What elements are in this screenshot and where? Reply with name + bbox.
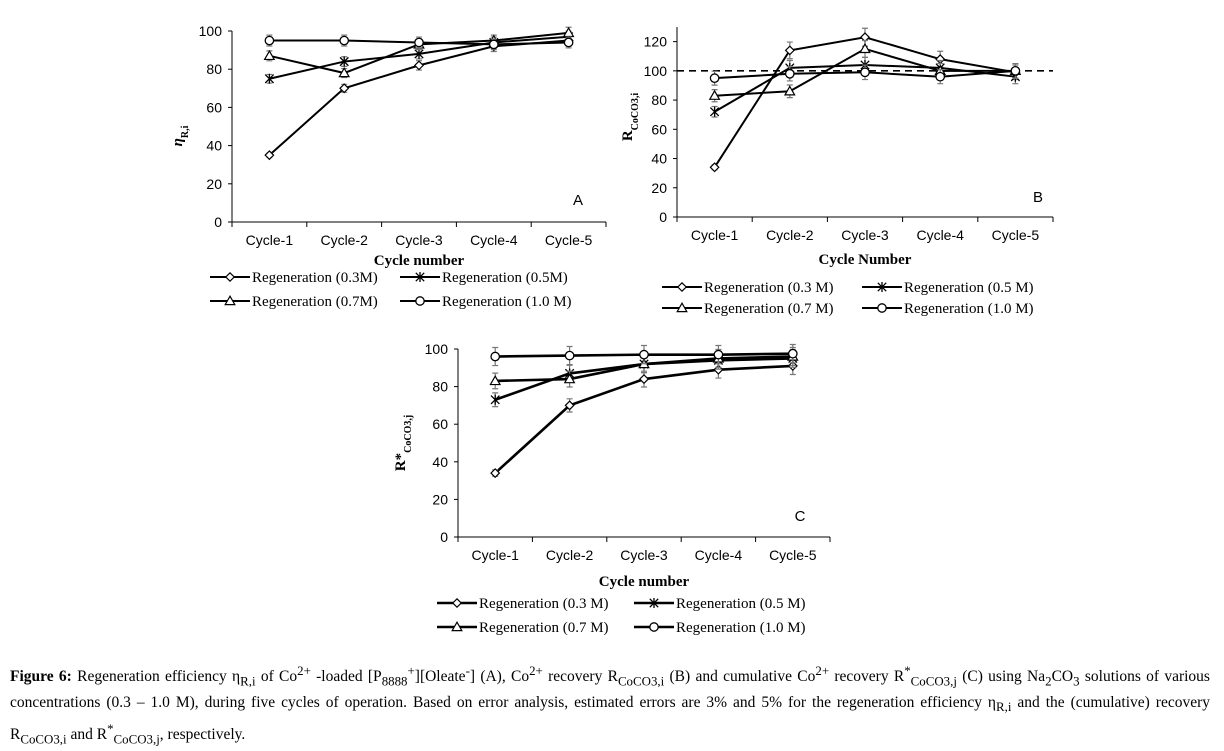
y-tick-label: 0 [440, 529, 448, 545]
y-tick-label: 40 [206, 138, 222, 154]
legend-label: Regeneration (0.3 M) [479, 596, 609, 612]
y-axis-label-sub: CoCO3,j [403, 415, 414, 453]
data-point [265, 36, 273, 44]
x-axis-label: Cycle number [599, 574, 690, 590]
x-tick-label: Cycle-5 [545, 232, 593, 248]
x-tick-label: Cycle-4 [916, 227, 964, 243]
data-point [490, 40, 498, 48]
data-point [786, 70, 794, 78]
legend: Regeneration (0.3 M) Regeneration (0.5 M)… [437, 596, 806, 636]
y-axis-label: RCoCO3,i [620, 93, 641, 142]
panel-label: A [573, 192, 583, 209]
y-axis-label: R*CoCO3,j [393, 415, 414, 471]
y-axis-label-main: R* [393, 453, 409, 471]
x-tick-label: Cycle-3 [620, 547, 668, 563]
series-regeneration-1-0-m [710, 64, 1019, 86]
y-tick-label: 20 [432, 491, 448, 507]
x-tick-label: Cycle-4 [470, 232, 518, 248]
x-tick-label: Cycle-4 [695, 547, 743, 563]
data-point [415, 38, 423, 46]
panel-label: B [1033, 189, 1043, 206]
data-point [936, 72, 944, 80]
x-tick-label: Cycle-1 [246, 232, 294, 248]
data-point [415, 61, 423, 69]
chart-panel-b: 0 20 40 60 80 100 120 Cycle-1 Cycle-2 Cycle-3 Cycl… [620, 27, 1053, 317]
y-tick-label: 100 [644, 63, 668, 79]
y-axis-label-sub: CoCO3,i [630, 93, 641, 131]
figure-caption: Figure 6: Regeneration efficiency ηR,i o… [10, 660, 1210, 751]
x-tick-label: Cycle-1 [691, 227, 739, 243]
y-tick-label: 40 [651, 151, 667, 167]
data-point [491, 352, 499, 360]
legend-marker [226, 273, 234, 281]
y-axis-label: ηR,i [170, 125, 191, 146]
legend-label: Regeneration (0.5 M) [676, 596, 806, 612]
y-tick-label: 60 [432, 416, 448, 432]
legend: Regeneration (0.3M) Regeneration (0.5M) Re… [210, 270, 572, 310]
y-axis-label-sub: R,i [180, 125, 191, 138]
y-axis-label-main: η [170, 138, 186, 146]
legend: Regeneration (0.3 M) Regeneration (0.5 M)… [662, 280, 1034, 317]
chart-panel-c: 0 20 40 60 80 100 Cycle-1 Cycle-2 Cycle-3 Cycle-4… [393, 341, 830, 636]
x-tick-label: Cycle-2 [546, 547, 594, 563]
series-regeneration-0-3-m [491, 357, 797, 477]
data-point [860, 44, 870, 52]
data-point [861, 68, 869, 76]
x-tick-label: Cycle-3 [395, 232, 443, 248]
chart-panel-a: 0 20 40 60 80 100 Cycle-1 Cycle-2 Cycle-3 Cycle-4… [170, 23, 606, 310]
legend-label: Regeneration (0.3M) [252, 270, 378, 286]
data-point [340, 36, 348, 44]
legend-marker [650, 623, 658, 631]
y-tick-label: 80 [432, 379, 448, 395]
y-tick-label: 80 [651, 92, 667, 108]
x-tick-label: Cycle-1 [471, 547, 519, 563]
x-axis-label: Cycle Number [819, 252, 912, 268]
data-point [640, 350, 648, 358]
legend-label: Regeneration (0.7M) [252, 294, 378, 310]
x-tick-label: Cycle-2 [766, 227, 814, 243]
panel-label: C [795, 508, 806, 525]
y-tick-label: 100 [199, 23, 223, 39]
data-point [565, 351, 573, 359]
legend-label: Regeneration (1.0 M) [904, 301, 1034, 317]
legend-label: Regeneration (0.7 M) [704, 301, 834, 317]
y-tick-label: 0 [214, 214, 222, 230]
x-axis-label: Cycle number [374, 253, 465, 269]
legend-marker [878, 304, 886, 312]
y-tick-label: 120 [644, 34, 668, 50]
y-tick-label: 40 [432, 454, 448, 470]
y-tick-label: 80 [206, 61, 222, 77]
data-point [789, 350, 797, 358]
data-point [710, 74, 718, 82]
data-point [1011, 67, 1019, 75]
legend-marker [453, 599, 461, 607]
y-tick-label: 20 [651, 180, 667, 196]
legend-label: Regeneration (1.0 M) [442, 294, 572, 310]
legend-label: Regeneration (0.5 M) [904, 280, 1034, 296]
legend-label: Regeneration (0.7 M) [479, 620, 609, 636]
legend-label: Regeneration (0.5M) [442, 270, 568, 286]
data-point [714, 350, 722, 358]
legend-marker [678, 283, 686, 291]
x-tick-label: Cycle-5 [992, 227, 1040, 243]
data-point [640, 375, 648, 383]
legend-label: Regeneration (0.3 M) [704, 280, 834, 296]
series-regeneration-1-0-m [491, 345, 797, 366]
y-tick-label: 60 [651, 121, 667, 137]
y-tick-label: 20 [206, 176, 222, 192]
legend-marker [416, 297, 424, 305]
data-point [710, 107, 718, 117]
y-tick-label: 100 [425, 341, 449, 357]
legend-label: Regeneration (1.0 M) [676, 620, 806, 636]
x-tick-label: Cycle-2 [320, 232, 368, 248]
x-tick-label: Cycle-3 [841, 227, 889, 243]
data-point [265, 51, 275, 59]
y-tick-label: 0 [659, 209, 667, 225]
figure-canvas: 0 20 40 60 80 100 Cycle-1 Cycle-2 Cycle-3 Cycle-4… [0, 0, 1224, 655]
y-tick-label: 60 [206, 99, 222, 115]
data-point [564, 38, 572, 46]
y-axis-label-main: R [620, 130, 636, 141]
x-tick-label: Cycle-5 [769, 547, 817, 563]
caption-label: Figure 6: [10, 668, 72, 685]
